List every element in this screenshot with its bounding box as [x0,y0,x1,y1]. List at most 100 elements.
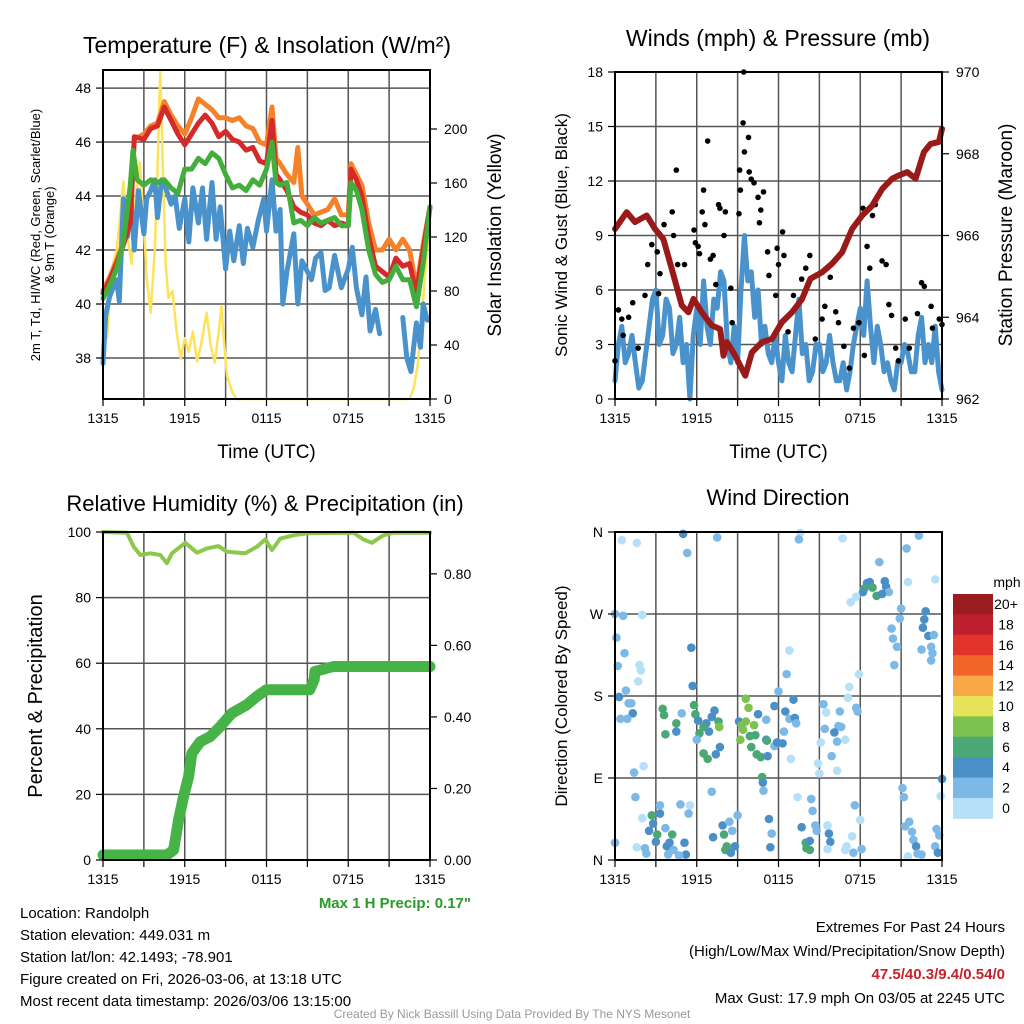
wind-direction-point [830,728,839,737]
wind-direction-point [741,717,751,726]
wind-direction-point [756,752,766,762]
wind-direction-point [918,623,928,632]
wind-direction-point [857,844,866,854]
wind-direction-point [789,695,798,704]
y-tick-label: 9 [595,228,603,244]
wind-direction-point [827,751,836,761]
wind-direction-point [892,642,902,652]
legend-label: 0 [1002,800,1010,816]
gust-point [757,207,764,213]
wind-direction-point [661,729,670,739]
wind-direction-point [632,538,642,548]
wind-direction-point [655,801,665,810]
gust-point [741,149,748,155]
wind-direction-point [805,836,815,846]
gust-point [681,261,688,268]
wind-direction-point [877,589,887,599]
gust-point [673,167,680,173]
y2-tick-label: 970 [956,64,980,80]
wind-direction-point [639,761,648,771]
wind-direction-point [637,610,647,620]
gust-point [827,274,834,281]
wind-direction-point [933,848,943,858]
x-tick-label: 1315 [926,410,957,426]
wind-direction-point [868,583,877,592]
wind-direction-point [661,823,670,833]
wind-direction-point [652,830,662,839]
gust-point [835,319,842,326]
wind-direction-point [678,529,688,539]
figure-created-text: Figure created on Fri, 2026-03-06, at 13… [20,971,342,988]
gust-point [674,261,681,268]
wind-direction-point [858,587,868,597]
wind-direction-point [674,851,684,860]
wind-direction-point [816,738,826,747]
legend-swatch [953,634,993,656]
y2-tick-label: 200 [444,121,468,137]
wind-direction-point [617,535,627,545]
gust-point [928,303,934,310]
y-tick-label: 80 [75,590,91,606]
wind-direction-point [926,642,936,652]
wind-direction-point [628,709,638,718]
legend-swatch [953,757,993,779]
chart-title: Relative Humidity (%) & Precipitation (i… [66,491,463,516]
gust-point [702,221,708,228]
wind-direction-point [647,811,657,820]
wind-direction-point [676,800,685,809]
gust-point [888,312,895,319]
wind-direction-point [715,742,725,752]
chart-title: Wind Direction [706,485,849,510]
y2-tick-label: 0 [444,391,452,407]
gust-point [756,219,763,226]
wind-direction-point [632,842,642,852]
gust-point [736,210,742,217]
y-tick-label: 44 [75,188,91,204]
wind-direction-point [820,724,830,734]
wind-direction-point [761,715,771,724]
wind-direction-point [684,809,693,818]
gust-point [654,249,661,255]
gust-point [615,307,622,313]
wind-direction-point [902,544,911,553]
gust-point [670,232,677,239]
y-axis-label: & 9m T (Orange) [42,186,57,283]
gust-point [914,310,921,317]
wind-direction-point [667,830,677,839]
wind-direction-point [665,838,674,847]
wind-direction-point [692,735,702,745]
wind-direction-point [778,739,787,748]
speed-legend: mph 20+ 18 16 14 12 10 8 6 4 2 0 [953,574,1021,819]
x-tick-label: 1915 [169,410,200,426]
wind-direction-point [887,624,896,633]
x-tick-label: 0115 [251,410,281,426]
wind-direction-point [766,842,775,852]
y-tick-label: 0 [595,391,603,407]
wind-direction-point [905,817,914,827]
y-tick-label: 38 [75,350,91,366]
wind-direction-point [929,630,939,640]
y2-axis-label: Station Pressure (Maroon) [996,124,1017,347]
gust-point [713,281,719,288]
gust-point [832,309,839,315]
gust-point [755,194,761,201]
gust-point [661,221,667,228]
wind-direction-point [808,806,817,816]
wind-direction-point [774,687,783,696]
wind-direction-point [786,754,796,764]
x-tick-label: 0715 [333,871,364,887]
gust-point [766,272,772,279]
wind-direction-point [836,722,846,732]
y-tick-label: 100 [68,524,92,540]
gust-point [699,209,705,215]
gust-point [648,241,655,248]
x-tick-label: 0115 [763,871,793,887]
gust-point [635,345,641,351]
wind-direction-point [845,682,854,692]
wind-direction-point [835,707,845,716]
gust-point [886,301,892,308]
gust-point [629,299,636,306]
wind-direction-point [672,727,681,736]
legend-label: 2 [1002,780,1010,796]
station-pressure-line [612,125,945,379]
